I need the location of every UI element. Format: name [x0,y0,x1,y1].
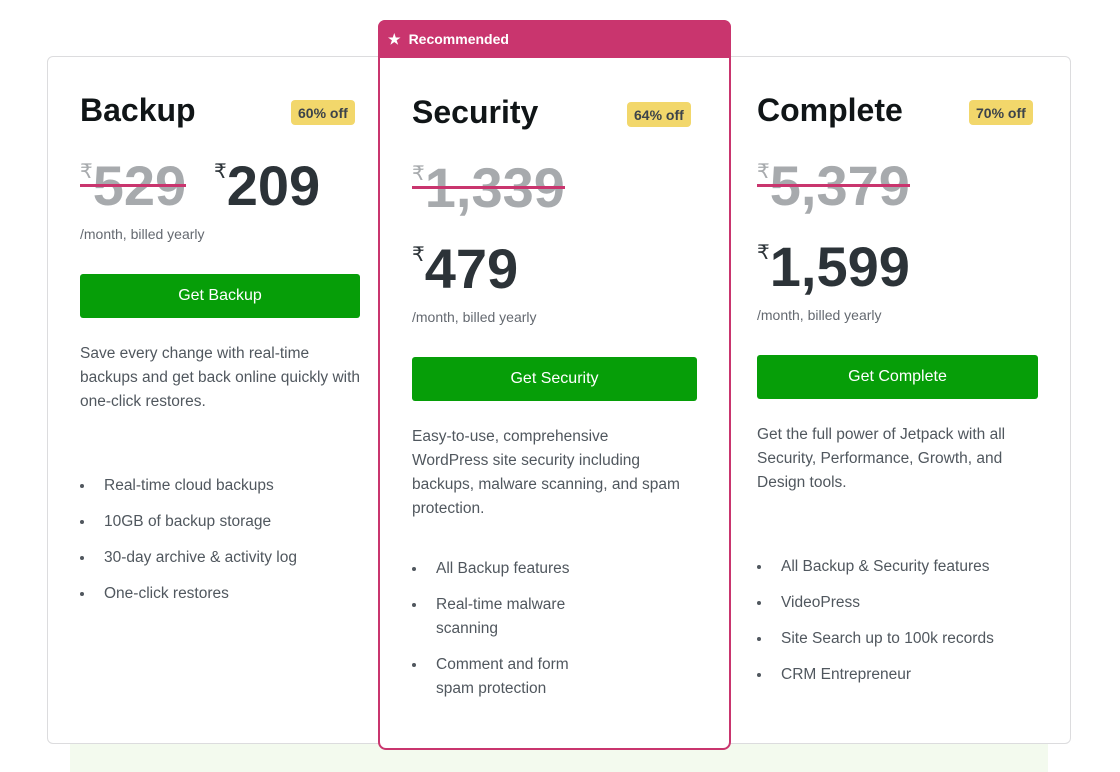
feature-list: All Backup features Real-time malware sc… [412,557,612,713]
feature-item: Site Search up to 100k records [757,627,994,651]
feature-item: VideoPress [757,591,994,615]
get-security-button[interactable]: Get Security [412,357,697,401]
billing-period: /month, billed yearly [757,307,882,323]
feature-item: All Backup & Security features [757,555,994,579]
current-price: ₹1,599 [757,235,910,298]
recommended-banner: ★ Recommended [378,20,731,58]
feature-item: Comment and form spam protection [412,653,602,701]
original-price: ₹529 [80,154,187,217]
feature-item: Real-time malware scanning [412,593,612,641]
feature-item: CRM Entrepreneur [757,663,994,687]
feature-item: One-click restores [80,582,297,606]
plan-title: Complete [757,92,903,128]
star-icon: ★ [388,30,401,47]
get-backup-button[interactable]: Get Backup [80,274,360,318]
billing-period: /month, billed yearly [80,226,205,242]
plan-description: Save every change with real-time backups… [80,345,361,410]
current-price: ₹479 [412,237,519,300]
get-complete-button[interactable]: Get Complete [757,355,1038,399]
plan-description: Get the full power of Jetpack with all S… [757,426,1006,491]
feature-item: 30-day archive & activity log [80,546,297,570]
feature-item: Real-time cloud backups [80,474,297,498]
current-price: ₹209 [214,154,321,217]
billing-period: /month, billed yearly [412,309,537,325]
discount-badge: 70% off [969,100,1033,125]
original-price: ₹1,339 [412,156,565,219]
plan-title: Backup [80,92,196,128]
plan-description: Easy-to-use, comprehensive WordPress sit… [412,428,680,517]
discount-badge: 60% off [291,100,355,125]
feature-item: 10GB of backup storage [80,510,297,534]
feature-list: All Backup & Security features VideoPres… [757,555,994,699]
feature-item: All Backup features [412,557,612,581]
discount-badge: 64% off [627,102,691,127]
plan-title: Security [412,94,539,130]
feature-list: Real-time cloud backups 10GB of backup s… [80,474,297,618]
original-price: ₹5,379 [757,154,910,217]
